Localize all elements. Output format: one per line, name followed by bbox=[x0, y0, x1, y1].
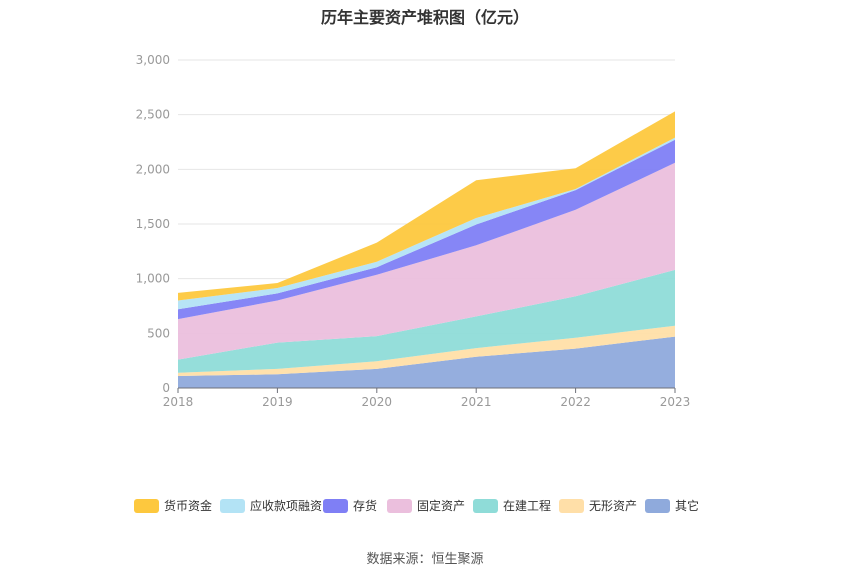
legend-item[interactable]: 在建工程 bbox=[473, 498, 551, 513]
y-tick-label: 0 bbox=[162, 381, 170, 395]
area-series bbox=[178, 269, 675, 373]
legend-swatch bbox=[323, 499, 348, 513]
legend-item[interactable]: 其它 bbox=[645, 498, 699, 513]
legend-item[interactable]: 货币资金 bbox=[134, 498, 212, 513]
legend-item[interactable]: 存货 bbox=[323, 498, 377, 513]
x-tick-label: 2020 bbox=[362, 395, 393, 409]
area-series bbox=[178, 325, 675, 376]
legend-label: 在建工程 bbox=[503, 498, 551, 513]
x-tick-label: 2022 bbox=[560, 395, 591, 409]
legend-label: 固定资产 bbox=[417, 498, 465, 513]
y-tick-label: 2,500 bbox=[136, 108, 170, 122]
legend-label: 存货 bbox=[353, 498, 377, 513]
y-tick-label: 1,500 bbox=[136, 217, 170, 231]
legend-label: 无形资产 bbox=[589, 499, 637, 513]
legend-swatch bbox=[387, 499, 412, 513]
legend-label: 货币资金 bbox=[164, 498, 212, 513]
legend-swatch bbox=[473, 499, 498, 513]
area-series bbox=[178, 162, 675, 360]
legend-item[interactable]: 应收款项融资 bbox=[220, 498, 322, 513]
data-source-note: 数据来源：恒生聚源 bbox=[366, 552, 484, 567]
x-tick-label: 2018 bbox=[163, 395, 194, 409]
legend-swatch bbox=[134, 499, 159, 513]
x-tick-label: 2023 bbox=[660, 395, 691, 409]
legend-swatch bbox=[559, 499, 584, 513]
y-tick-label: 1,000 bbox=[136, 272, 170, 286]
y-tick-label: 500 bbox=[147, 326, 170, 340]
legend-item[interactable]: 固定资产 bbox=[387, 498, 465, 513]
x-tick-label: 2019 bbox=[262, 395, 293, 409]
legend-swatch bbox=[645, 499, 670, 513]
legend-item[interactable]: 无形资产 bbox=[559, 499, 637, 513]
x-tick-label: 2021 bbox=[461, 395, 492, 409]
legend-swatch bbox=[220, 499, 245, 513]
legend-label: 其它 bbox=[675, 498, 699, 513]
legend-label: 应收款项融资 bbox=[250, 498, 322, 513]
area-series bbox=[178, 336, 675, 388]
y-tick-label: 2,000 bbox=[136, 162, 170, 176]
chart-title: 历年主要资产堆积图（亿元） bbox=[320, 8, 529, 27]
y-tick-label: 3,000 bbox=[136, 53, 170, 67]
